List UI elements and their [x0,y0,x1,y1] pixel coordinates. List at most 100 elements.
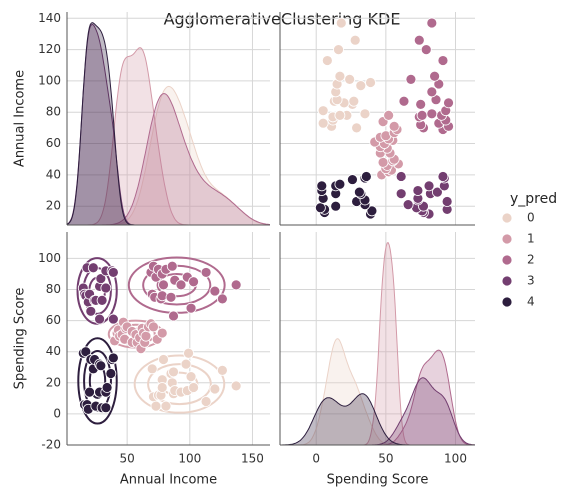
point [188,382,199,393]
legend-marker [501,233,513,245]
y-tick-label: 100 [38,251,61,265]
kde-panel [280,242,475,445]
point [185,302,197,314]
point [316,180,328,192]
x-tick-label: 50 [378,452,393,466]
y-tick-label: 80 [46,105,61,119]
contour [133,354,226,414]
point [360,171,372,182]
kde-area [280,393,475,445]
point [383,109,395,121]
y-tick-label: 0 [53,406,61,420]
y-axis-label: Annual Income [13,70,28,167]
point [398,95,410,107]
kde-area [67,22,270,225]
point [333,44,344,55]
point [359,108,371,120]
point [321,55,333,66]
y-tick-label: 60 [46,136,61,150]
contour [77,337,118,425]
point [158,354,169,365]
chart-title: AgglomerativeClustering KDE [164,10,401,29]
point [335,17,347,29]
x-axis-label: Annual Income [120,473,217,488]
point [314,202,326,214]
x-tick-label: 100 [444,452,467,466]
point [160,400,172,412]
point [107,352,119,364]
y-tick-label: 140 [38,11,61,25]
point [140,330,152,342]
point [105,368,117,379]
legend-title: y_pred [510,191,557,207]
y-tick-label: 40 [46,167,61,181]
point [107,267,119,278]
point [156,382,168,393]
point [415,99,427,110]
point [388,120,400,132]
kde-area [280,242,475,445]
point [334,70,346,82]
point [420,44,432,55]
point [429,70,441,82]
y-tick-label: 20 [46,199,61,213]
x-axis-label: Spending Score [327,473,429,488]
point [431,186,443,198]
point [100,402,112,414]
point [87,262,99,274]
point [441,196,453,207]
point [334,178,346,190]
point [355,80,367,92]
point [317,117,329,129]
contour [147,363,212,406]
point [405,73,417,85]
point [200,267,212,278]
point [180,358,192,370]
point [200,396,212,407]
point [395,188,407,200]
point [353,186,365,198]
y-tick-label: 20 [46,375,61,389]
point [156,290,168,302]
point [216,364,228,376]
point [437,55,449,66]
kde-area [67,47,270,225]
point [84,386,95,398]
point [365,77,376,88]
point [349,34,361,46]
kde-area [67,93,270,225]
point [344,73,356,85]
point [413,34,425,46]
point [101,382,113,393]
legend-marker [501,275,513,287]
point [150,400,162,412]
point [347,174,358,185]
point [426,17,438,29]
point [95,273,107,285]
legend-label: 1 [527,232,535,246]
point [317,105,329,117]
kde-panel [67,22,270,225]
point [168,310,179,322]
point [412,185,424,196]
y-tick-label: -20 [41,438,61,452]
legend-label: 3 [527,274,535,288]
point [416,109,428,121]
point [185,371,197,382]
point [366,205,378,217]
legend-label: 4 [527,295,535,309]
x-tick-label: 100 [178,452,201,466]
point [426,108,438,120]
y-tick-label: 60 [46,313,61,327]
point [158,279,169,291]
y-tick-label: 40 [46,344,61,358]
y-tick-label: 100 [38,73,61,87]
x-tick-label: 50 [120,452,135,466]
y-tick-label: 80 [46,282,61,296]
point [377,156,389,168]
point [334,109,346,121]
x-tick-label: 0 [312,452,320,466]
point [423,180,435,192]
point [146,363,158,375]
point [188,276,199,288]
